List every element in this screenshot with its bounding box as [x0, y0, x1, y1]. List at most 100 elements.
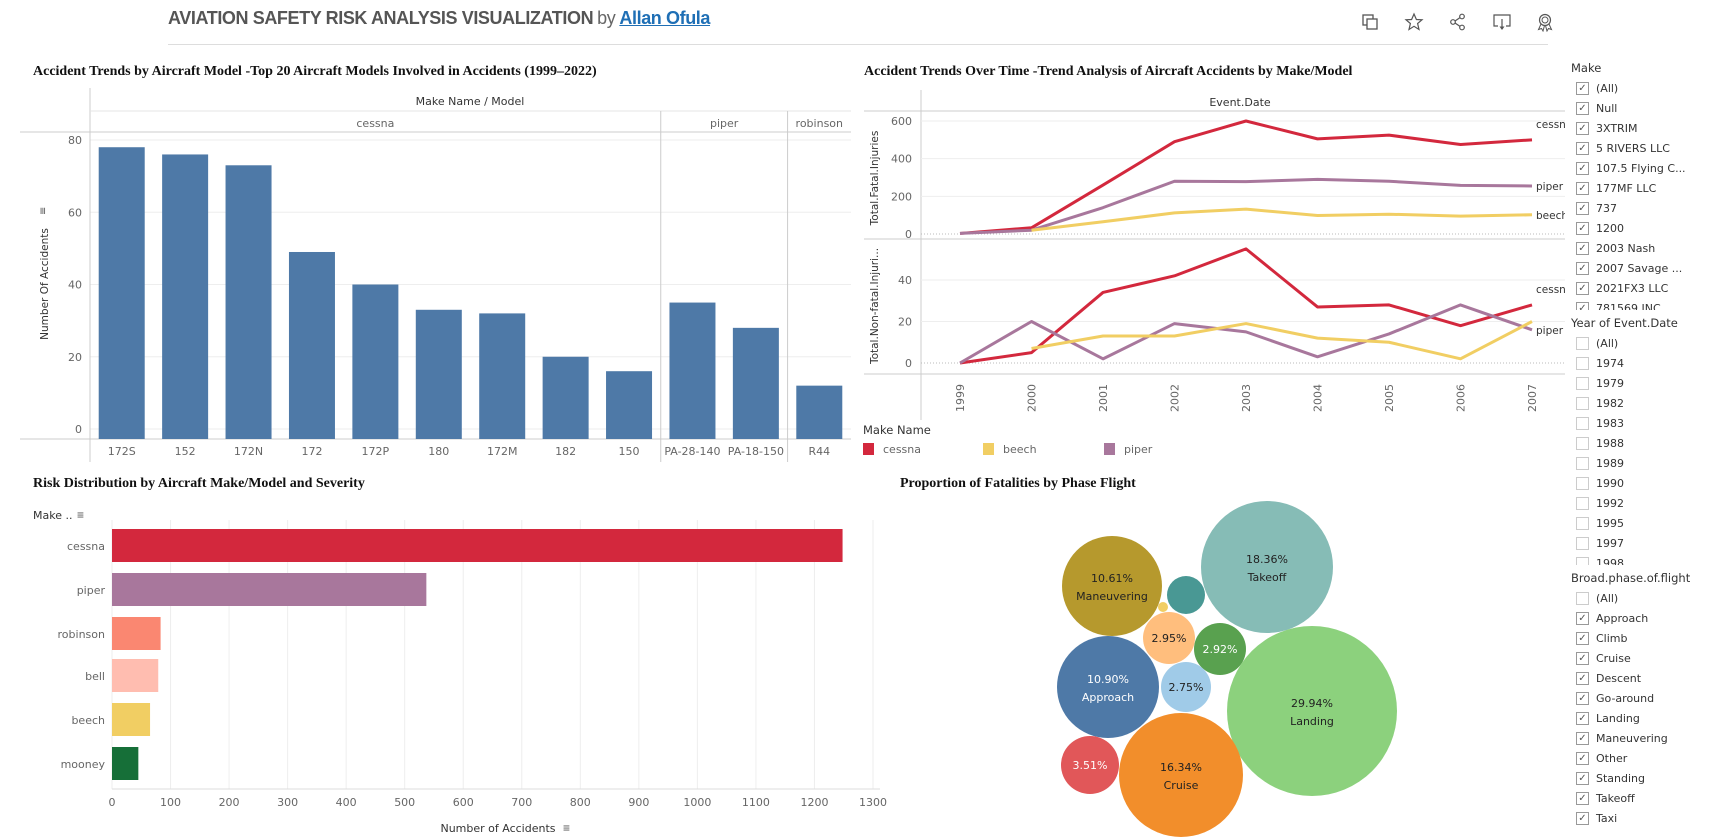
bar-152[interactable]	[162, 154, 209, 439]
checkbox-checked-icon[interactable]: ✓	[1576, 101, 1589, 115]
bubble-circle[interactable]	[1227, 626, 1397, 796]
filter-list[interactable]: ✓ (All) ✓ Null ✓ 3XTRIM ✓ 5 RIVERS LLC ✓ 107.5 Fl…	[1565, 78, 1711, 310]
filter-option[interactable]: ✓ Cruise	[1565, 648, 1711, 668]
line-beech[interactable]	[1031, 320, 1533, 361]
checkbox-checked-icon[interactable]: ✓	[1576, 651, 1589, 665]
checkbox-unchecked-icon[interactable]	[1576, 356, 1589, 370]
filter-list[interactable]: (All) 1974 1979 1982 1983 1988 1989 1990 1992 199…	[1565, 333, 1711, 565]
checkbox-unchecked-icon[interactable]	[1576, 516, 1589, 530]
checkbox-unchecked-icon[interactable]	[1576, 376, 1589, 390]
bar-cessna[interactable]	[112, 529, 843, 562]
bubble-landing[interactable]: 29.94% Landing	[1227, 626, 1397, 796]
checkbox-unchecked-icon[interactable]	[1576, 336, 1589, 350]
checkbox-unchecked-icon[interactable]	[1576, 476, 1589, 490]
checkbox-checked-icon[interactable]: ✓	[1576, 671, 1589, 685]
bar-172[interactable]	[288, 251, 335, 439]
bar-172P[interactable]	[352, 284, 399, 440]
filter-option[interactable]: ✓ 3XTRIM	[1565, 118, 1711, 138]
bar-172M[interactable]	[479, 313, 526, 439]
checkbox-unchecked-icon[interactable]	[1576, 416, 1589, 430]
bar-150[interactable]	[606, 371, 653, 439]
filter-list[interactable]: (All) ✓ Approach ✓ Climb ✓ Cruise ✓ Descent ✓ Go-a…	[1565, 588, 1711, 828]
favorite-star-icon[interactable]	[1404, 12, 1424, 32]
bubble-circle[interactable]	[1201, 501, 1333, 633]
bubble-circle[interactable]	[1061, 736, 1119, 794]
bar-PA-18-150[interactable]	[732, 327, 779, 439]
checkbox-checked-icon[interactable]: ✓	[1576, 771, 1589, 785]
filter-option[interactable]: ✓ Taxi	[1565, 808, 1711, 828]
filter-option[interactable]: ✓ Takeoff	[1565, 788, 1711, 808]
bubble-takeoff[interactable]: 18.36% Takeoff	[1201, 501, 1333, 633]
bar-bell[interactable]	[112, 659, 159, 692]
checkbox-unchecked-icon[interactable]	[1576, 496, 1589, 510]
checkbox-checked-icon[interactable]: ✓	[1576, 281, 1589, 295]
checkbox-checked-icon[interactable]: ✓	[1576, 221, 1589, 235]
filter-option[interactable]: (All)	[1565, 333, 1711, 353]
bubble-circle[interactable]	[1158, 602, 1168, 612]
checkbox-checked-icon[interactable]: ✓	[1576, 261, 1589, 275]
bubble-circle[interactable]	[1194, 623, 1246, 675]
line-cessna[interactable]	[959, 119, 1533, 235]
bar-180[interactable]	[415, 309, 462, 439]
checkbox-checked-icon[interactable]: ✓	[1576, 811, 1589, 825]
bubble-circle[interactable]	[1057, 636, 1159, 738]
legend-item-cessna[interactable]: cessna	[863, 443, 921, 456]
line-piper[interactable]	[959, 177, 1533, 235]
checkbox-checked-icon[interactable]: ✓	[1576, 181, 1589, 195]
bubble-circle[interactable]	[1161, 662, 1211, 712]
bar-R44[interactable]	[796, 385, 843, 439]
checkbox-unchecked-icon[interactable]	[1576, 556, 1589, 565]
bubble-phase-2.92%[interactable]: 2.92%	[1194, 623, 1246, 675]
bubble-approach[interactable]: 10.90% Approach	[1057, 636, 1159, 738]
legend-item-piper[interactable]: piper	[1104, 443, 1153, 456]
author-link[interactable]: Allan Ofula	[619, 8, 711, 28]
filter-option[interactable]: 1982	[1565, 393, 1711, 413]
checkbox-checked-icon[interactable]: ✓	[1576, 791, 1589, 805]
filter-option[interactable]: ✓ 107.5 Flying C...	[1565, 158, 1711, 178]
checkbox-unchecked-icon[interactable]	[1576, 591, 1589, 605]
checkbox-checked-icon[interactable]: ✓	[1576, 711, 1589, 725]
filter-option[interactable]: ✓ (All)	[1565, 78, 1711, 98]
filter-option[interactable]: 1979	[1565, 373, 1711, 393]
filter-option[interactable]: 1992	[1565, 493, 1711, 513]
line-beech[interactable]	[1031, 207, 1533, 232]
filter-option[interactable]: ✓ 781569 INC	[1565, 298, 1711, 310]
bar-mooney[interactable]	[112, 747, 139, 780]
bar-172N[interactable]	[225, 165, 272, 439]
filter-option[interactable]: 1974	[1565, 353, 1711, 373]
filter-option[interactable]: ✓ Go-around	[1565, 688, 1711, 708]
bar-piper[interactable]	[112, 573, 427, 606]
checkbox-checked-icon[interactable]: ✓	[1576, 201, 1589, 215]
filter-option[interactable]: ✓ Approach	[1565, 608, 1711, 628]
legend-item-beech[interactable]: beech	[983, 443, 1037, 456]
bubble-maneuvering[interactable]: 10.61% Maneuvering	[1062, 536, 1162, 636]
filter-option[interactable]: 1989	[1565, 453, 1711, 473]
filter-option[interactable]: (All)	[1565, 588, 1711, 608]
bubble-circle[interactable]	[1062, 536, 1162, 636]
filter-option[interactable]: ✓ Landing	[1565, 708, 1711, 728]
checkbox-checked-icon[interactable]: ✓	[1576, 141, 1589, 155]
line-piper[interactable]	[959, 303, 1533, 365]
checkbox-checked-icon[interactable]: ✓	[1576, 301, 1589, 310]
checkbox-checked-icon[interactable]: ✓	[1576, 631, 1589, 645]
checkbox-checked-icon[interactable]: ✓	[1576, 691, 1589, 705]
filter-option[interactable]: ✓ 5 RIVERS LLC	[1565, 138, 1711, 158]
bar-182[interactable]	[542, 356, 589, 439]
checkbox-checked-icon[interactable]: ✓	[1576, 81, 1589, 95]
filter-option[interactable]: ✓ Climb	[1565, 628, 1711, 648]
checkbox-checked-icon[interactable]: ✓	[1576, 731, 1589, 745]
bubble-circle[interactable]	[1119, 713, 1243, 837]
download-icon[interactable]	[1492, 12, 1512, 32]
checkbox-checked-icon[interactable]: ✓	[1576, 121, 1589, 135]
duplicate-icon[interactable]	[1360, 12, 1380, 32]
bar-172S[interactable]	[98, 147, 145, 439]
filter-option[interactable]: ✓ Standing	[1565, 768, 1711, 788]
filter-option[interactable]: ✓ 177MF LLC	[1565, 178, 1711, 198]
bubble-cruise[interactable]: 16.34% Cruise	[1119, 713, 1243, 837]
checkbox-checked-icon[interactable]: ✓	[1576, 241, 1589, 255]
filter-option[interactable]: ✓ Null	[1565, 98, 1711, 118]
bubble-phase-3.51%[interactable]: 3.51%	[1061, 736, 1119, 794]
filter-option[interactable]: 1995	[1565, 513, 1711, 533]
filter-option[interactable]: 1997	[1565, 533, 1711, 553]
bar-PA-28-140[interactable]	[669, 302, 716, 439]
